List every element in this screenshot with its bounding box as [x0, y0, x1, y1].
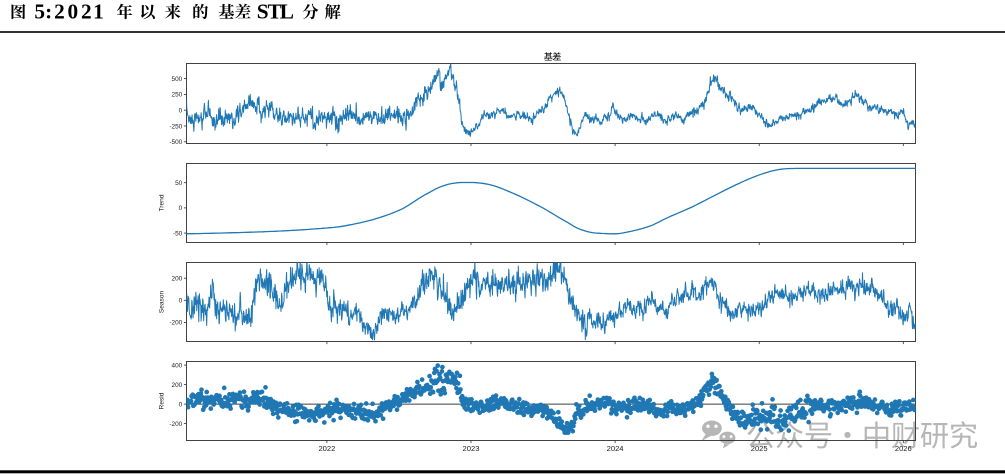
svg-text:2: 2: [81, 0, 92, 23]
svg-text:400: 400: [172, 362, 183, 369]
svg-text:S: S: [257, 0, 269, 23]
svg-text::: :: [45, 0, 52, 23]
svg-text:-250: -250: [169, 123, 182, 130]
svg-text:2022: 2022: [318, 444, 335, 453]
svg-text:2025: 2025: [751, 444, 768, 453]
svg-text:-200: -200: [169, 320, 182, 327]
svg-text:500: 500: [172, 76, 183, 83]
svg-text:-500: -500: [169, 139, 182, 146]
svg-text:0: 0: [179, 108, 183, 115]
svg-text:1: 1: [93, 0, 104, 23]
svg-text:Trend: Trend: [159, 194, 166, 211]
svg-text:2024: 2024: [607, 444, 624, 453]
svg-text:2: 2: [54, 0, 65, 23]
svg-text:50: 50: [175, 180, 183, 187]
svg-text:-50: -50: [173, 230, 183, 237]
svg-text:L: L: [280, 0, 294, 23]
svg-text:T: T: [268, 0, 282, 23]
svg-text:250: 250: [172, 92, 183, 99]
svg-text:-200: -200: [169, 421, 182, 428]
svg-text:Season: Season: [159, 290, 166, 313]
svg-text:2026: 2026: [895, 444, 912, 453]
svg-text:Resid: Resid: [159, 392, 166, 409]
svg-text:0: 0: [179, 401, 183, 408]
svg-text:200: 200: [172, 382, 183, 389]
svg-text:0: 0: [179, 298, 183, 305]
svg-text:2023: 2023: [463, 444, 480, 453]
svg-text:0: 0: [179, 205, 183, 212]
svg-text:200: 200: [172, 276, 183, 283]
svg-text:5: 5: [34, 0, 45, 23]
svg-text:0: 0: [68, 0, 79, 23]
